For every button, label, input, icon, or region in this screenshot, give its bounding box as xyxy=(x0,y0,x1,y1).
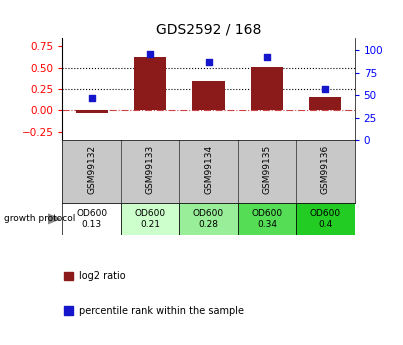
Point xyxy=(206,59,212,65)
Text: OD600
0.28: OD600 0.28 xyxy=(193,209,224,229)
Text: growth protocol: growth protocol xyxy=(4,214,75,223)
Text: GSM99136: GSM99136 xyxy=(321,145,330,195)
Bar xyxy=(134,57,166,110)
Text: GSM99135: GSM99135 xyxy=(262,145,272,195)
Polygon shape xyxy=(48,214,60,224)
Point xyxy=(147,52,153,57)
Text: GSM99132: GSM99132 xyxy=(87,145,96,194)
Text: GSM99133: GSM99133 xyxy=(145,145,155,195)
Text: GSM99134: GSM99134 xyxy=(204,145,213,194)
Bar xyxy=(179,203,238,235)
Bar xyxy=(62,203,121,235)
Text: percentile rank within the sample: percentile rank within the sample xyxy=(79,306,243,315)
Text: OD600
0.34: OD600 0.34 xyxy=(251,209,283,229)
Text: OD600
0.21: OD600 0.21 xyxy=(135,209,166,229)
Text: OD600
0.13: OD600 0.13 xyxy=(76,209,107,229)
Bar xyxy=(76,110,108,113)
Bar xyxy=(193,80,224,110)
Bar xyxy=(310,97,341,110)
Bar xyxy=(251,67,283,110)
Bar xyxy=(121,203,179,235)
Bar xyxy=(238,203,296,235)
Text: log2 ratio: log2 ratio xyxy=(79,271,125,281)
Point xyxy=(89,95,95,100)
Text: OD600
0.4: OD600 0.4 xyxy=(310,209,341,229)
Point xyxy=(264,55,270,60)
Title: GDS2592 / 168: GDS2592 / 168 xyxy=(156,23,261,37)
Point xyxy=(322,86,329,91)
Bar xyxy=(296,203,355,235)
